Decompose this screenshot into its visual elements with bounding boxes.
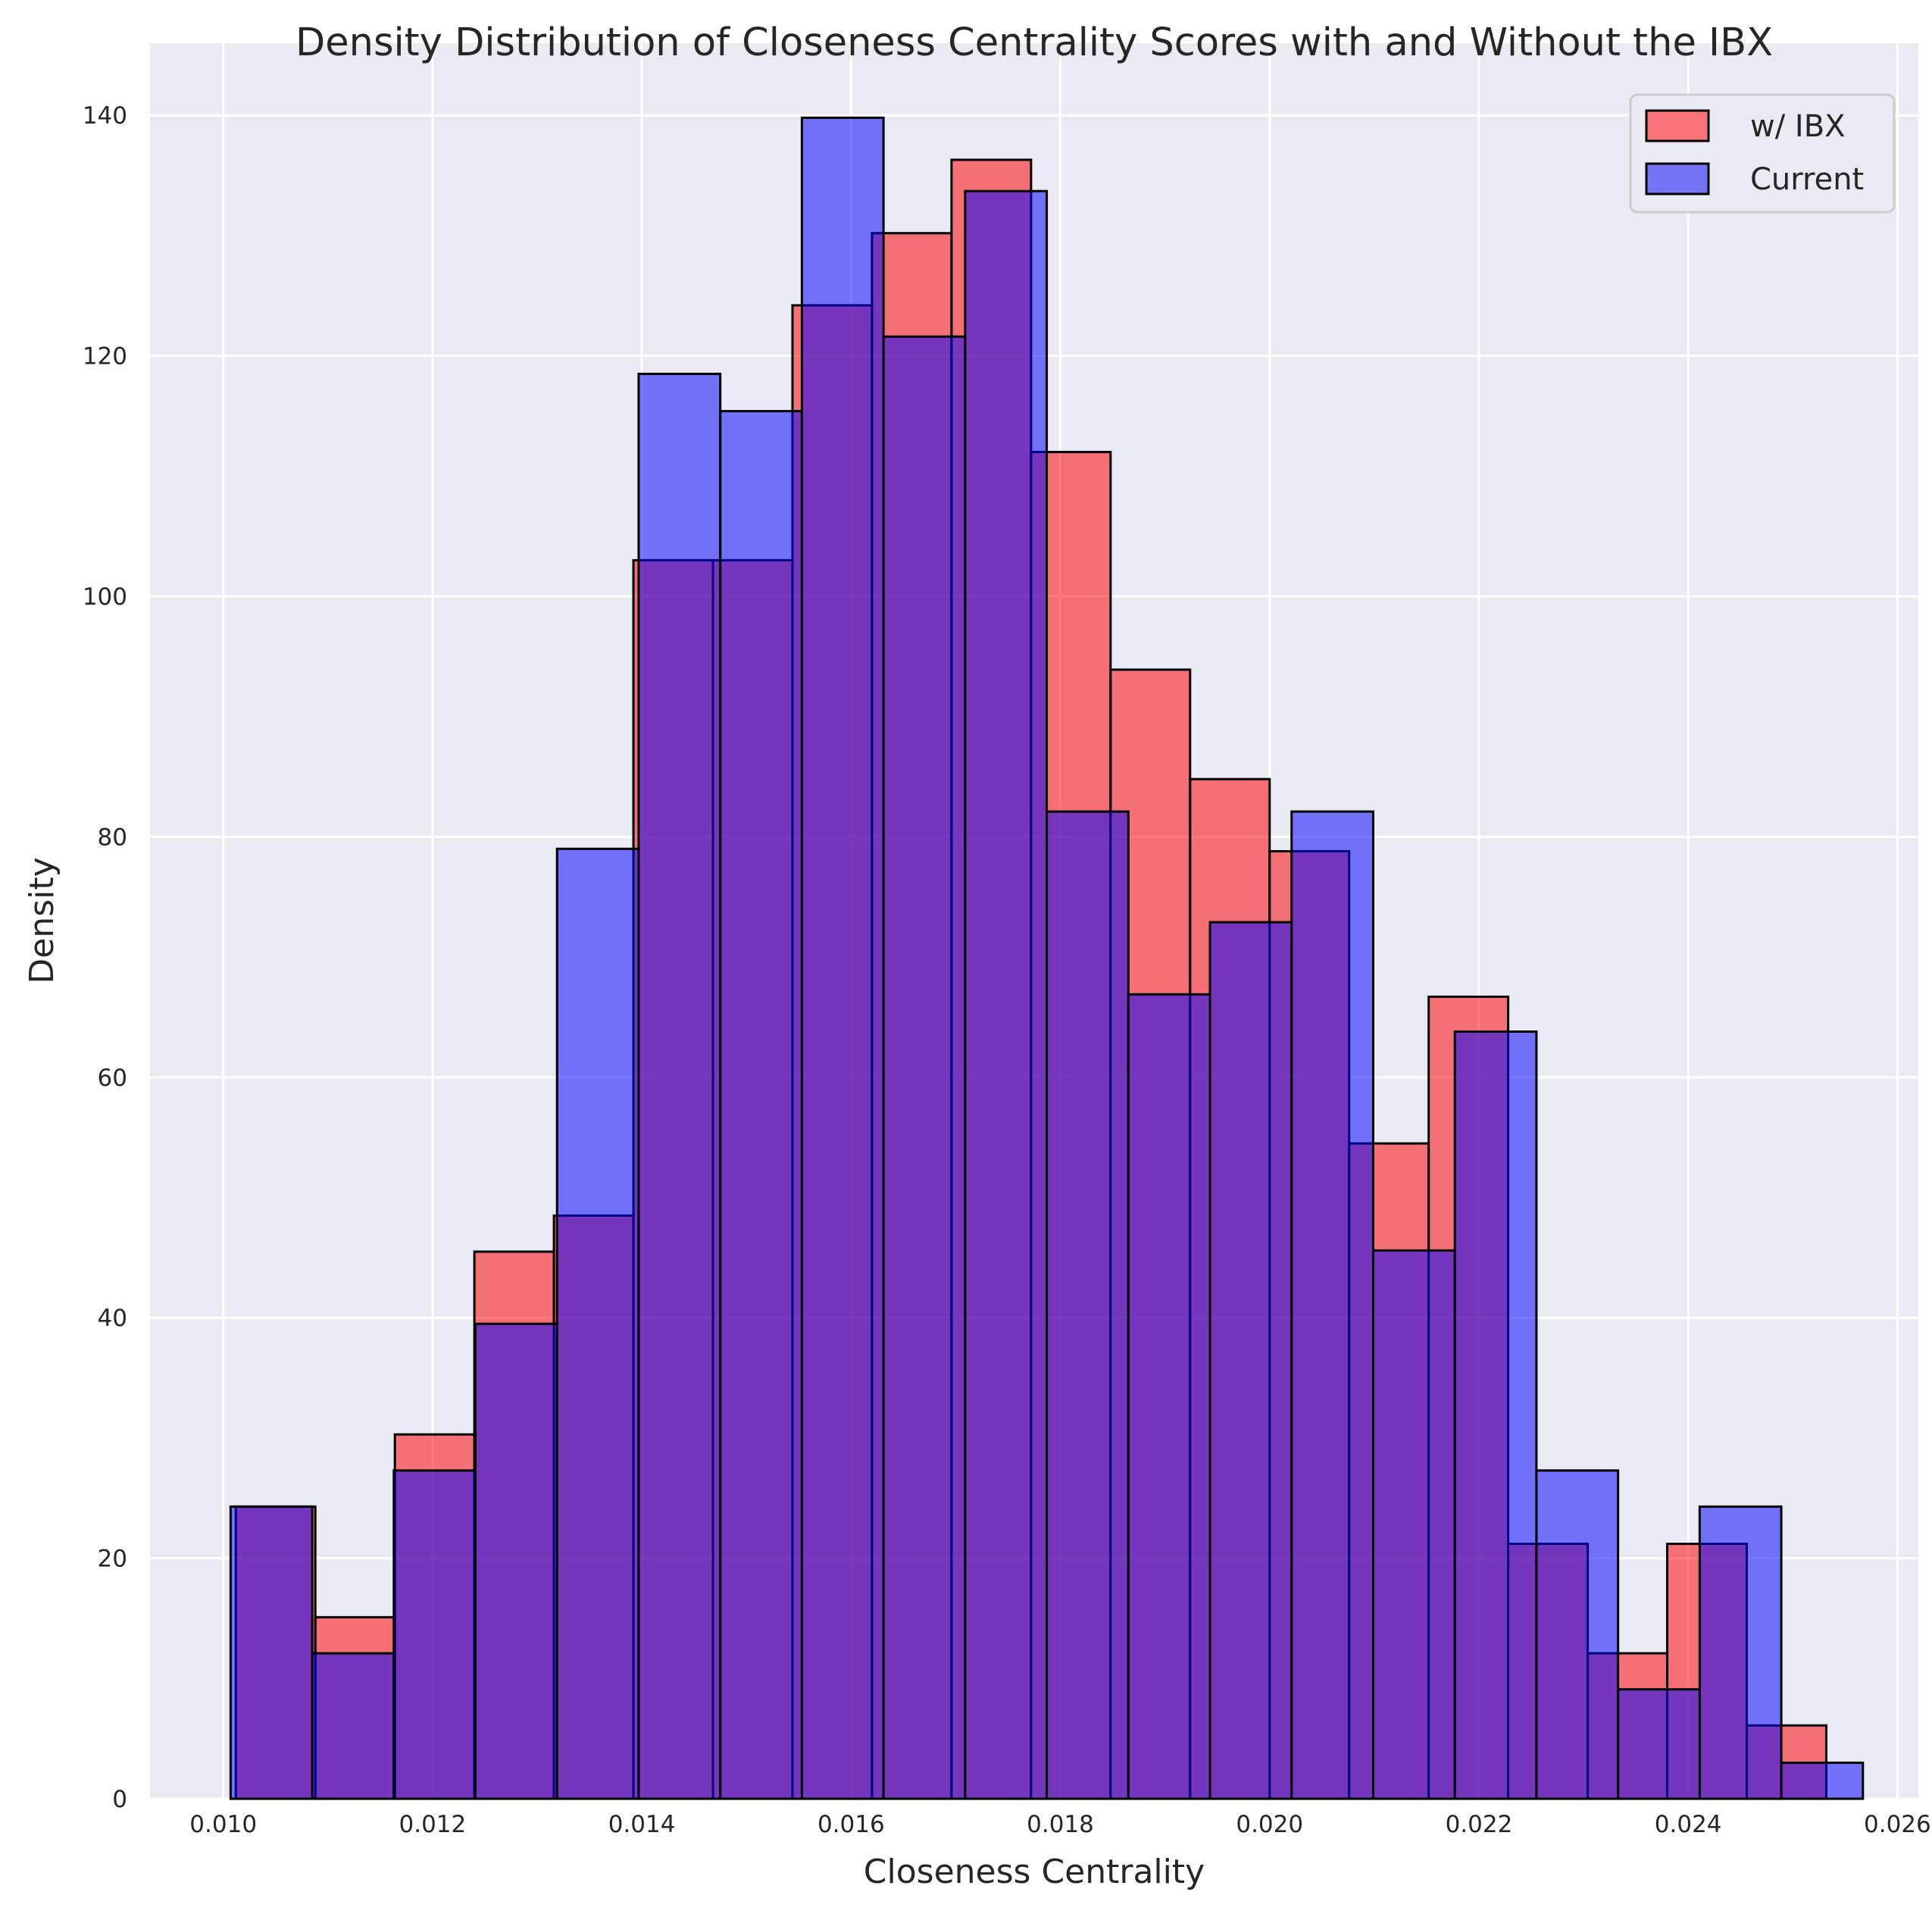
y-tick-label: 120 [83, 343, 127, 371]
x-tick-label: 0.012 [399, 1811, 467, 1838]
bar-current [311, 1652, 395, 1800]
x-tick-label: 0.018 [1027, 1811, 1094, 1838]
y-tick-label: 0 [112, 1786, 127, 1813]
legend-swatch-current [1645, 162, 1710, 195]
y-tick-label: 80 [98, 824, 127, 851]
bar-current [719, 410, 803, 1800]
bars [229, 116, 1865, 1800]
y-tick-label: 140 [83, 102, 127, 130]
bar-current [1698, 1505, 1783, 1800]
x-tick-label: 0.026 [1864, 1811, 1931, 1838]
bar-current [1780, 1761, 1865, 1800]
bar-current [1617, 1688, 1701, 1800]
x-tick-label: 0.010 [189, 1811, 257, 1838]
x-tick-label: 0.022 [1446, 1811, 1513, 1838]
bar-current [882, 335, 967, 1800]
bar-current [1127, 993, 1211, 1800]
y-tick-label: 40 [98, 1305, 127, 1332]
bar-current [964, 189, 1049, 1800]
bar-current [800, 116, 885, 1800]
bar-current [637, 372, 722, 1800]
y-tick-label: 100 [83, 583, 127, 611]
x-tick-label: 0.024 [1655, 1811, 1722, 1838]
bar-current [392, 1469, 477, 1800]
bar-current [1290, 810, 1374, 1800]
bar-current [1535, 1469, 1620, 1800]
bar-current [1046, 810, 1130, 1800]
legend-label-current: Current [1750, 162, 1864, 197]
y-tick-label: 20 [98, 1546, 127, 1573]
bar-current [1453, 1030, 1538, 1800]
bar-current [1208, 921, 1293, 1800]
bar-current [474, 1322, 558, 1800]
y-axis-label: Density [23, 857, 61, 984]
legend-swatch-w-ibx [1645, 109, 1710, 142]
x-axis-label: Closeness Centrality [864, 1853, 1205, 1891]
x-tick-labels: 0.010 0.012 0.014 0.016 0.018 0.020 0.022 0.024… [189, 1811, 1930, 1838]
y-tick-label: 60 [98, 1065, 127, 1092]
bar-current [229, 1505, 314, 1800]
bar-current [555, 847, 640, 1800]
legend: w/ IBX Current [1629, 93, 1896, 214]
y-tick-labels: 0 20 40 60 80 100 120 140 [83, 102, 127, 1813]
chart-title: Density Distribution of Closeness Centra… [295, 20, 1773, 65]
legend-label-w-ibx: w/ IBX [1750, 109, 1846, 144]
x-tick-label: 0.016 [818, 1811, 885, 1838]
x-tick-label: 0.020 [1236, 1811, 1303, 1838]
bar-current [1371, 1249, 1456, 1800]
x-tick-label: 0.014 [608, 1811, 676, 1838]
